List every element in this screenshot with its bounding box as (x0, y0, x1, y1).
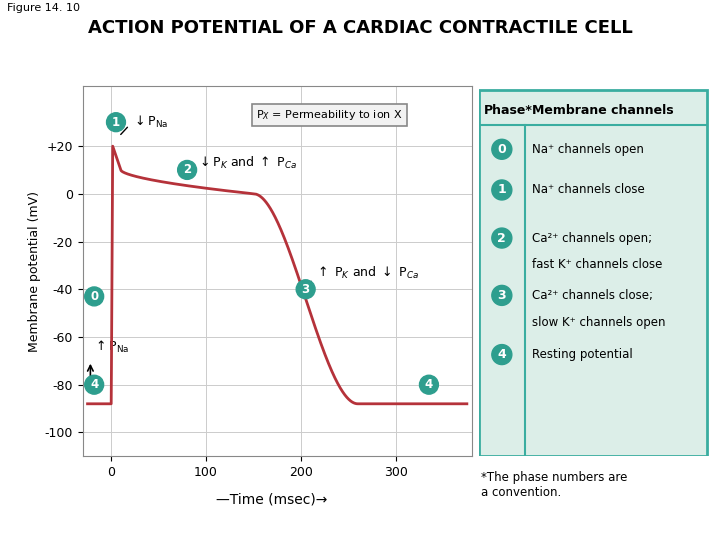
FancyBboxPatch shape (479, 90, 707, 456)
Text: 1: 1 (112, 116, 120, 129)
Text: Ca²⁺ channels close;: Ca²⁺ channels close; (532, 289, 653, 302)
Text: —Time (msec)→: —Time (msec)→ (217, 492, 328, 507)
Text: slow K⁺ channels open: slow K⁺ channels open (532, 315, 665, 328)
Text: Membrane channels: Membrane channels (532, 104, 673, 117)
Text: *The phase numbers are
a convention.: *The phase numbers are a convention. (481, 471, 627, 499)
Text: Resting potential: Resting potential (532, 348, 633, 361)
Text: 0: 0 (498, 143, 506, 156)
Text: 1: 1 (498, 184, 506, 197)
Text: P$_X$ = Permeability to ion X: P$_X$ = Permeability to ion X (256, 108, 402, 122)
Text: 3: 3 (302, 283, 310, 296)
Text: 4: 4 (498, 348, 506, 361)
Text: $\uparrow$ P$_K$ and $\downarrow$ P$_{Ca}$: $\uparrow$ P$_K$ and $\downarrow$ P$_{Ca… (307, 265, 420, 292)
Text: Na⁺ channels open: Na⁺ channels open (532, 143, 644, 156)
Text: 2: 2 (498, 232, 506, 245)
Text: Figure 14. 10: Figure 14. 10 (7, 3, 80, 13)
Text: 4: 4 (425, 378, 433, 391)
Text: 2: 2 (183, 164, 192, 177)
Text: Na⁺ channels close: Na⁺ channels close (532, 184, 644, 197)
Text: 3: 3 (498, 289, 506, 302)
Text: $\uparrow$P$_{\mathregular{Na}}$: $\uparrow$P$_{\mathregular{Na}}$ (93, 339, 130, 355)
Y-axis label: Membrane potential (mV): Membrane potential (mV) (27, 191, 40, 352)
Text: 0: 0 (90, 290, 98, 303)
Text: Ca²⁺ channels open;: Ca²⁺ channels open; (532, 232, 652, 245)
Text: 4: 4 (90, 378, 99, 391)
Text: ACTION POTENTIAL OF A CARDIAC CONTRACTILE CELL: ACTION POTENTIAL OF A CARDIAC CONTRACTIL… (88, 19, 632, 37)
Text: $\downarrow$P$_{\mathregular{Na}}$: $\downarrow$P$_{\mathregular{Na}}$ (121, 114, 168, 134)
Text: Phase*: Phase* (483, 104, 532, 117)
Text: $\downarrow$P$_K$ and $\uparrow$ P$_{Ca}$: $\downarrow$P$_K$ and $\uparrow$ P$_{Ca}… (189, 155, 297, 172)
Text: fast K⁺ channels close: fast K⁺ channels close (532, 258, 662, 271)
